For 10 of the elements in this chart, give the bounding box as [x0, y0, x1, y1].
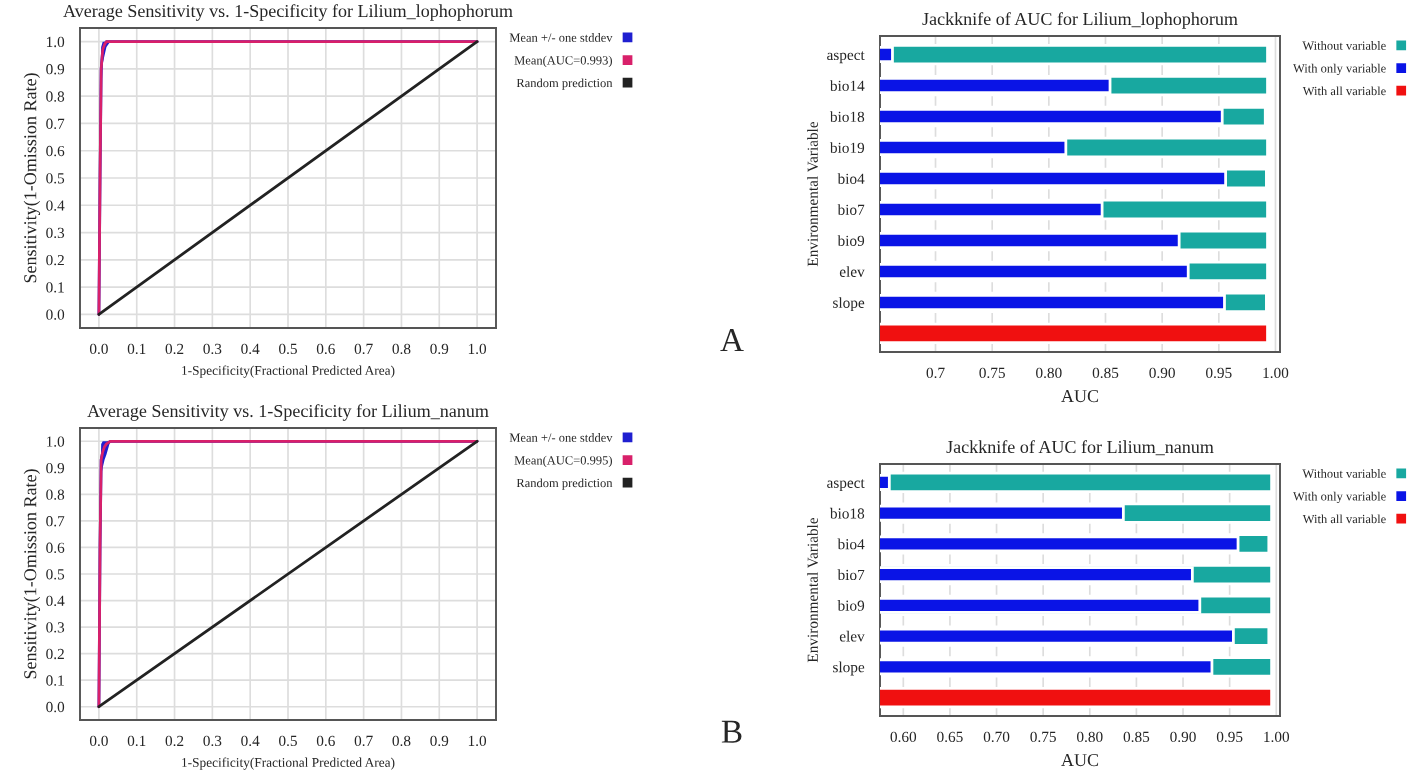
x-axis-title: AUC — [1061, 390, 1099, 403]
text: B — [721, 720, 742, 743]
x-axis-title: AUC — [1061, 754, 1099, 767]
chart-title: Jackknife of AUC for Lilium_nanum — [946, 440, 1214, 456]
y-axis-title: Sensitivity(1-Omission Rate) — [23, 73, 41, 283]
chart-title: Average Sensitivity vs. 1-Specificity for Lilium_nanum — [87, 404, 489, 421]
text: A — [720, 329, 744, 352]
chart-title: Average Sensitivity vs. 1-Specificity for Lilium_lophophorum — [63, 4, 513, 21]
chart-title: Jackknife of AUC for Lilium_lophophorum — [922, 12, 1238, 29]
y-axis-title: Sensitivity(1-Omission Rate) — [23, 469, 41, 679]
